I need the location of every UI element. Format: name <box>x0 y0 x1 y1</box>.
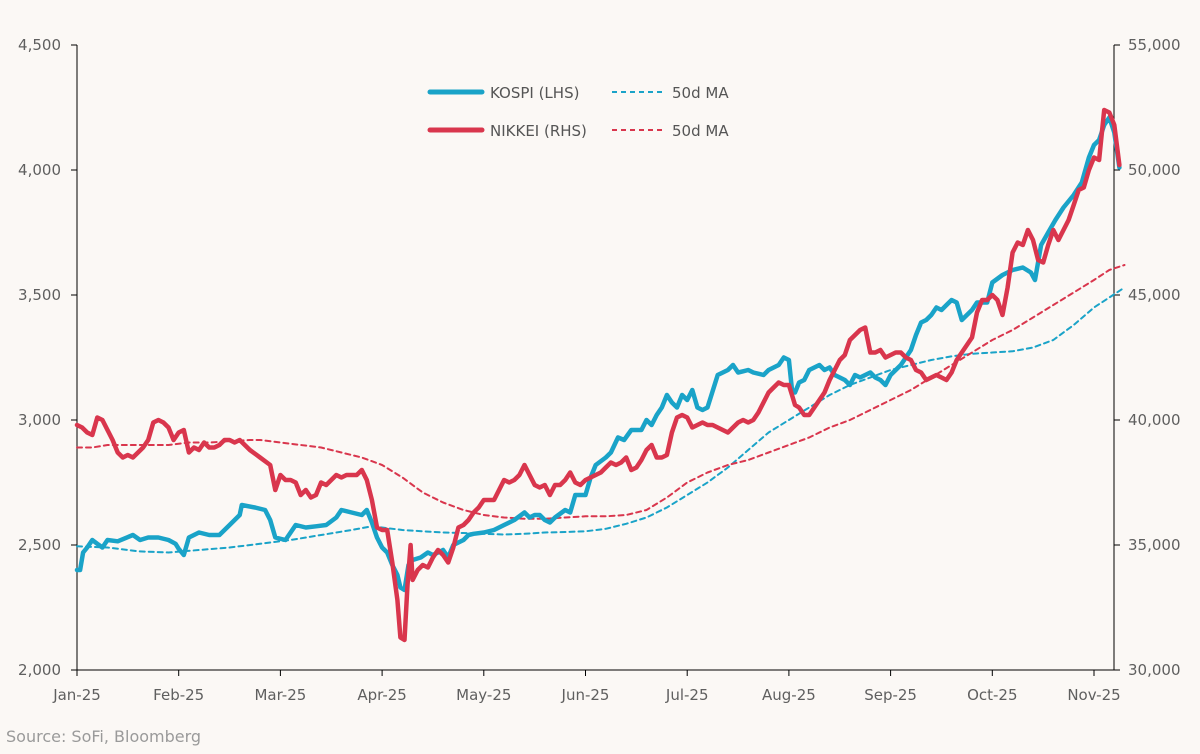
left-tick-label: 4,500 <box>18 36 61 54</box>
series-layer <box>74 107 1126 643</box>
nikkei-50d-ma-line <box>76 264 1126 520</box>
nikkei-rhs-line <box>74 107 1122 643</box>
x-tick-label: Jul-25 <box>665 686 709 704</box>
x-tick-label: Sep-25 <box>864 686 917 704</box>
kospi-50d-ma-line <box>76 286 1126 554</box>
left-tick-label: 4,000 <box>18 161 61 179</box>
x-tick-label: Oct-25 <box>967 686 1017 704</box>
right-tick-label: 45,000 <box>1128 286 1181 304</box>
legend-kospi-ma-label: 50d MA <box>672 84 729 102</box>
legend-nikkei-label: NIKKEI (RHS) <box>490 122 587 140</box>
right-tick-label: 30,000 <box>1128 661 1181 679</box>
x-tick-label: Jan-25 <box>52 686 101 704</box>
legend-kospi-label: KOSPI (LHS) <box>490 84 579 102</box>
x-tick-label: Nov-25 <box>1067 686 1120 704</box>
legend-nikkei-ma-label: 50d MA <box>672 122 729 140</box>
x-tick-label: Mar-25 <box>254 686 306 704</box>
x-tick-label: Jun-25 <box>561 686 610 704</box>
right-tick-label: 55,000 <box>1128 36 1181 54</box>
right-tick-label: 35,000 <box>1128 536 1181 554</box>
x-tick-label: Feb-25 <box>153 686 204 704</box>
kospi-lhs-line <box>74 115 1122 593</box>
legend: KOSPI (LHS) 50d MA NIKKEI (RHS) 50d MA <box>427 84 729 140</box>
left-tick-label: 2,500 <box>18 536 61 554</box>
x-tick-label: Aug-25 <box>762 686 816 704</box>
left-tick-label: 3,500 <box>18 286 61 304</box>
right-tick-label: 50,000 <box>1128 161 1181 179</box>
x-tick-label: Apr-25 <box>357 686 407 704</box>
left-tick-label: 2,000 <box>18 661 61 679</box>
left-tick-label: 3,000 <box>18 411 61 429</box>
x-tick-label: May-25 <box>456 686 511 704</box>
axes-layer: 2,000 2,500 3,000 3,500 4,000 4,500 30,000 35,0… <box>18 36 1180 704</box>
right-tick-label: 40,000 <box>1128 411 1181 429</box>
source-note: Source: SoFi, Bloomberg <box>6 727 201 746</box>
